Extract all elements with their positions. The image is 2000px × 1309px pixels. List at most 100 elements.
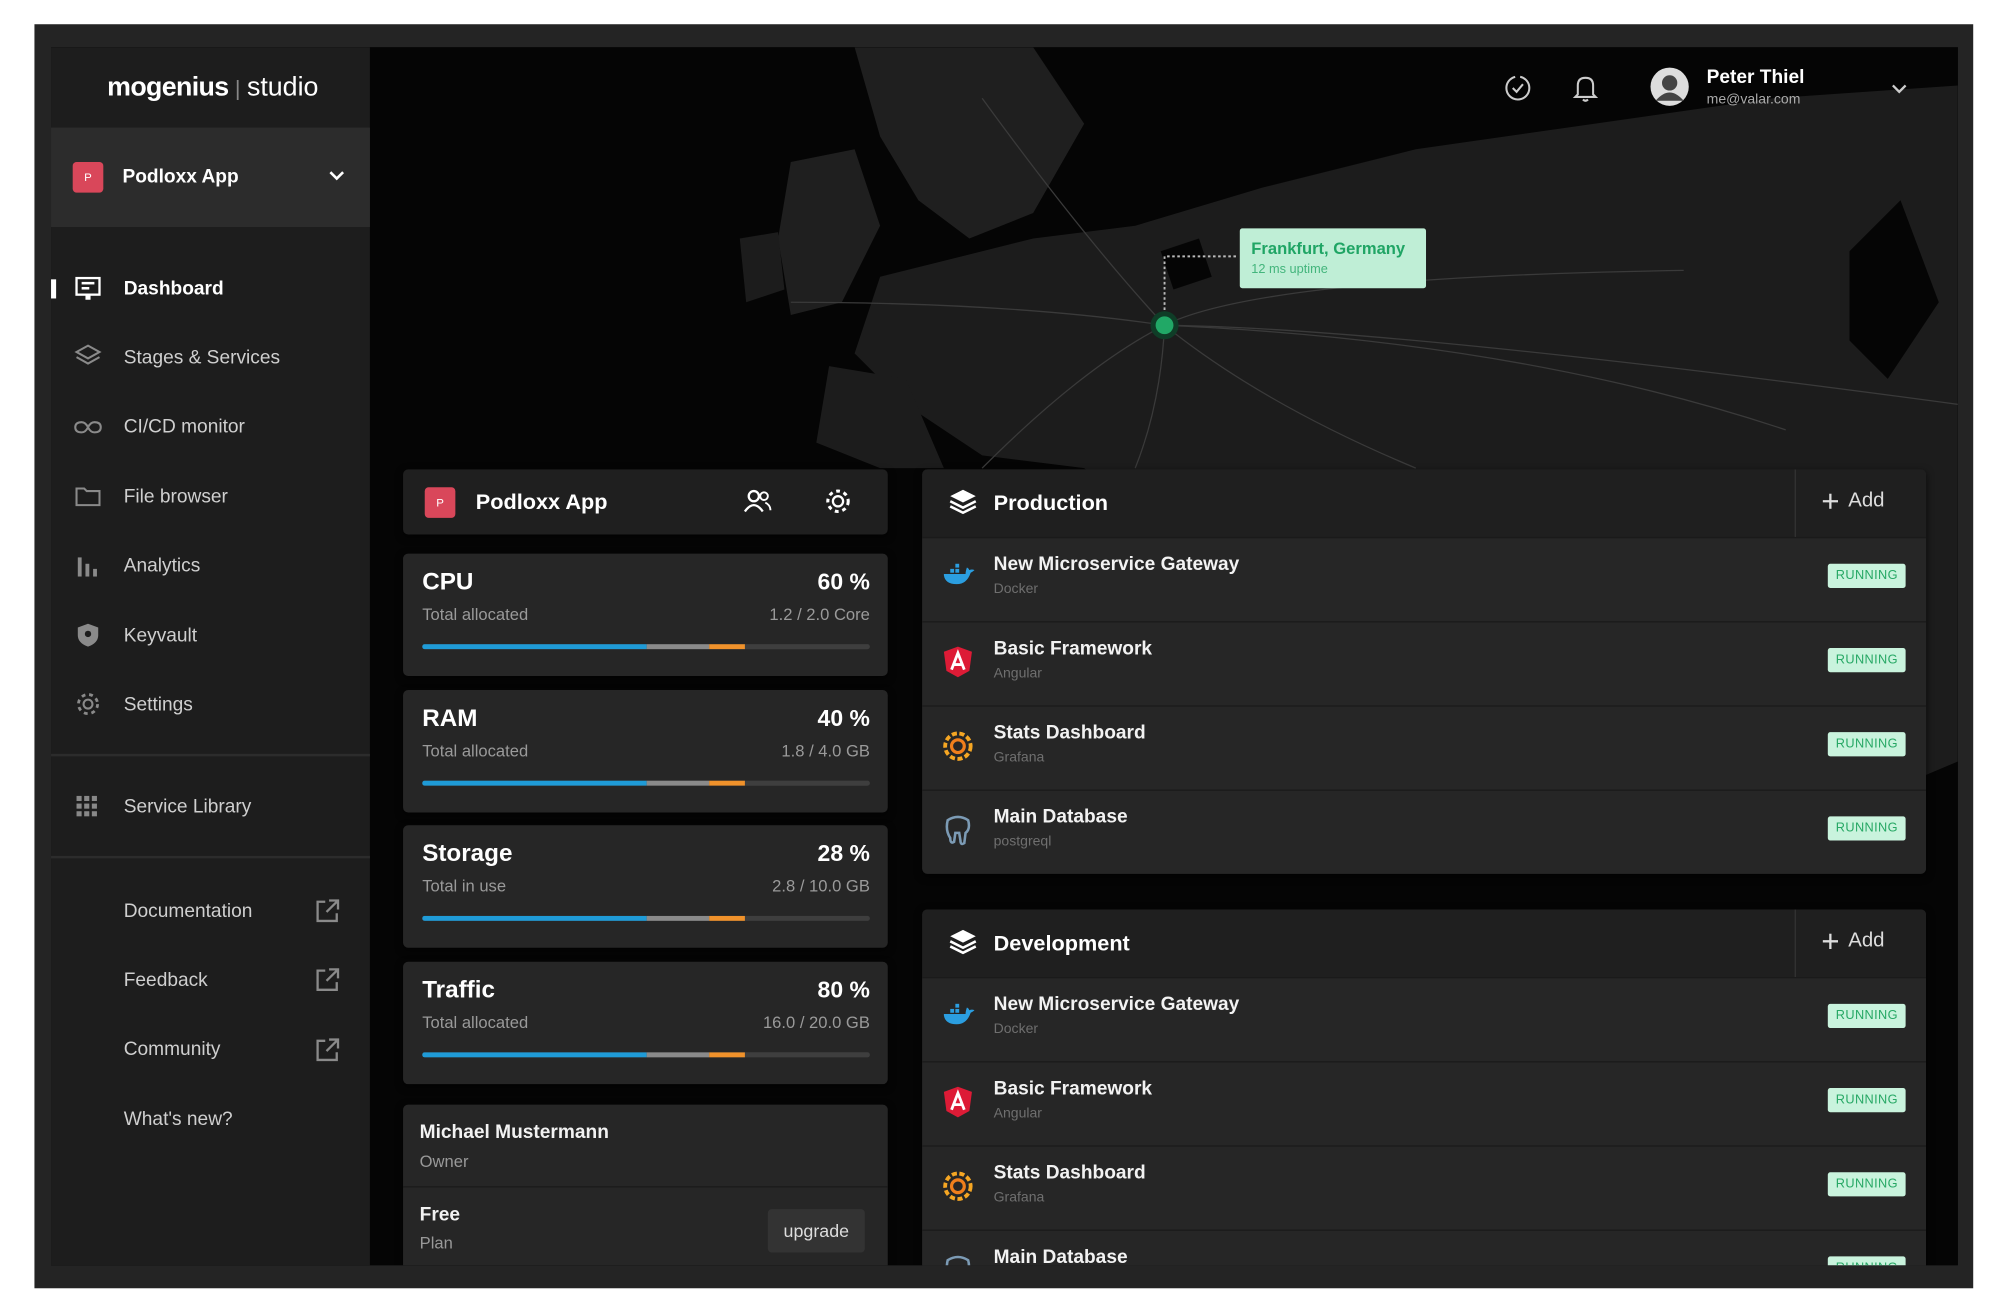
- service-name: Stats Dashboard: [993, 1161, 1146, 1184]
- location-tooltip: Frankfurt, Germany 12 ms uptime: [1239, 228, 1427, 289]
- latency: 12 ms uptime: [1251, 262, 1328, 277]
- nav-label: Analytics: [123, 554, 201, 577]
- product: studio: [246, 72, 319, 103]
- status-badge: RUNNING: [1828, 647, 1906, 673]
- metric-percent: 80 %: [817, 977, 870, 1003]
- service-row[interactable]: Basic Framework Angular RUNNING: [922, 1061, 1927, 1147]
- bar-segment: [708, 1052, 745, 1058]
- service-row[interactable]: Stats Dashboard Grafana RUNNING: [922, 1145, 1927, 1231]
- external-link[interactable]: Community: [51, 1024, 370, 1075]
- external-icon: [316, 968, 340, 992]
- app: Frankfurt, Germany 12 ms uptime mogenius…: [51, 47, 1958, 1266]
- project-name: Podloxx App: [122, 165, 239, 188]
- service-library[interactable]: Service Library: [51, 781, 370, 832]
- metric-name: Traffic: [422, 977, 495, 1004]
- metric-card: CPU Total allocated 60 % 1.2 / 2.0 Core: [403, 553, 888, 677]
- service-tech: postgreql: [993, 834, 1052, 850]
- project-selector[interactable]: P Podloxx App: [51, 127, 370, 228]
- nav-item[interactable]: CI/CD monitor: [51, 402, 370, 453]
- user-email: me@valar.com: [1706, 91, 1801, 108]
- nav-icon: [74, 344, 102, 366]
- team-icon[interactable]: [742, 487, 773, 515]
- nav-icon: [75, 487, 101, 507]
- divider: [1794, 469, 1796, 537]
- external-link[interactable]: Feedback: [51, 955, 370, 1006]
- user-menu[interactable]: [1890, 83, 1908, 96]
- location: Frankfurt, Germany: [1251, 238, 1406, 258]
- owner-card: Michael Mustermann Owner Free Plan upgra…: [403, 1104, 888, 1266]
- upgrade-button[interactable]: upgrade: [767, 1209, 865, 1253]
- nav-item[interactable]: Settings: [51, 679, 370, 730]
- service-icon: [943, 563, 975, 585]
- status-badge: RUNNING: [1828, 563, 1906, 589]
- metric-percent: 60 %: [817, 568, 870, 595]
- usage-bar: [422, 644, 870, 650]
- status-icon[interactable]: [1503, 73, 1534, 104]
- add-button[interactable]: Add: [1822, 929, 1885, 953]
- divider: [403, 1186, 888, 1188]
- metric-label: Total allocated: [422, 1012, 529, 1033]
- service-name: New Microservice Gateway: [993, 993, 1240, 1016]
- service-icon: [945, 815, 971, 846]
- nav-label: Keyvault: [123, 624, 198, 647]
- avatar[interactable]: [1649, 66, 1690, 107]
- metric-label: Total allocated: [422, 740, 529, 760]
- nav-item[interactable]: File browser: [51, 471, 370, 522]
- link-label: Feedback: [123, 969, 208, 991]
- add-button[interactable]: Add: [1822, 490, 1885, 513]
- settings-icon[interactable]: [824, 487, 852, 515]
- notifications-icon[interactable]: [1570, 71, 1601, 104]
- metric-detail: 1.2 / 2.0 Core: [769, 604, 870, 624]
- metric-card: Traffic Total allocated 80 % 16.0 / 20.0 GB: [403, 961, 888, 1085]
- bar-segment: [646, 1052, 709, 1058]
- service-name: Main Database: [993, 806, 1128, 828]
- bar-segment: [646, 644, 709, 650]
- service-row[interactable]: Basic Framework Angular RUNNING: [922, 621, 1927, 707]
- metric-name: CPU: [422, 568, 474, 596]
- service-tech: Docker: [993, 1021, 1039, 1037]
- nav-label: Dashboard: [123, 277, 224, 300]
- bar-segment: [422, 780, 647, 786]
- nav-icon: [75, 276, 101, 300]
- nav-item[interactable]: Dashboard: [51, 263, 370, 314]
- bar-segment: [646, 780, 709, 786]
- chevron: [329, 171, 345, 181]
- metric-card: Storage Total in use 28 % 2.8 / 10.0 GB: [403, 825, 888, 949]
- user-name: Peter Thiel: [1706, 66, 1805, 89]
- nav-item[interactable]: Keyvault: [51, 610, 370, 661]
- stage-header: Production Add: [922, 469, 1927, 537]
- service-row[interactable]: Stats Dashboard Grafana RUNNING: [922, 705, 1927, 791]
- status-badge: RUNNING: [1828, 1003, 1906, 1029]
- service-row[interactable]: New Microservice Gateway Docker RUNNING: [922, 977, 1927, 1063]
- external-link[interactable]: Documentation: [51, 885, 370, 936]
- metric-name: Storage: [422, 841, 513, 868]
- nav-label: Stages & Services: [123, 346, 281, 369]
- bar-segment: [422, 916, 647, 922]
- stage-name: Development: [993, 931, 1130, 956]
- nav-label: Settings: [123, 693, 193, 716]
- logo[interactable]: mogenius | studio: [107, 73, 318, 104]
- service-icon: [943, 731, 973, 761]
- external-link[interactable]: What's new?: [51, 1093, 370, 1144]
- nav-icon: [77, 623, 99, 647]
- bar-segment: [708, 780, 745, 786]
- service-row[interactable]: New Microservice Gateway Docker RUNNING: [922, 536, 1927, 623]
- owner-name: Michael Mustermann: [419, 1121, 609, 1143]
- external-icon: [316, 899, 340, 923]
- bar-segment: [708, 916, 745, 922]
- plan-label: Plan: [419, 1233, 453, 1253]
- nav-item[interactable]: Analytics: [51, 540, 370, 591]
- add-label: Add: [1848, 929, 1885, 952]
- bar-segment: [708, 644, 745, 650]
- service-icon: [943, 1171, 973, 1201]
- metric-detail: 1.8 / 4.0 GB: [781, 740, 870, 760]
- project-badge: P: [72, 161, 104, 193]
- service-icon: [945, 1255, 971, 1266]
- nav-item[interactable]: Stages & Services: [51, 332, 370, 383]
- plus-icon: [1822, 933, 1839, 949]
- nav-icon: [77, 556, 97, 577]
- stack-icon: [949, 929, 977, 955]
- bar-segment: [422, 1052, 647, 1058]
